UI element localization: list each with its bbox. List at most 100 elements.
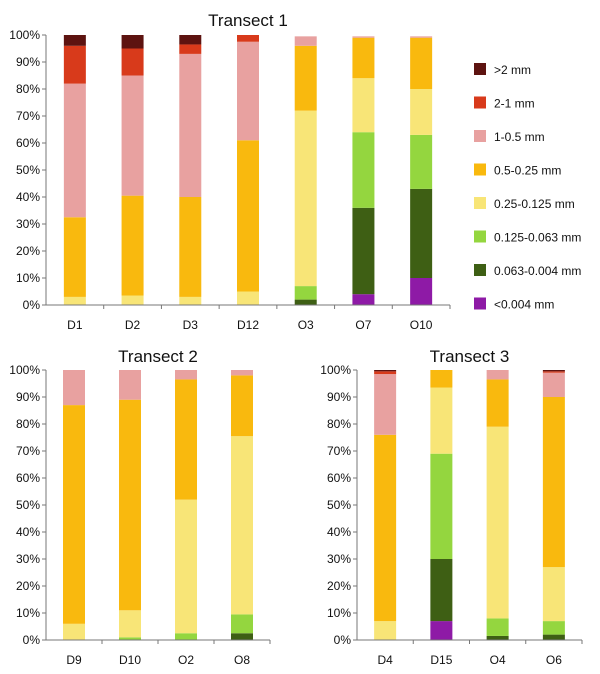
bar-segment-D4-7 — [374, 370, 397, 372]
bar-segment-D1-3 — [63, 296, 86, 305]
y-tick-label: 30% — [16, 217, 40, 231]
bar-segment-O10-1 — [410, 188, 433, 278]
bar-segment-D15-0 — [430, 621, 453, 640]
legend-label: 0.5-0.25 mm — [494, 164, 561, 178]
y-tick-label: 60% — [327, 471, 351, 485]
bar-segment-O7-2 — [352, 132, 375, 208]
bar-segment-O7-0 — [352, 294, 375, 305]
y-tick-label: 70% — [327, 444, 351, 458]
legend-label: 2-1 mm — [494, 97, 535, 111]
y-tick-label: 60% — [16, 471, 40, 485]
chart-title: Transect 1 — [208, 11, 288, 30]
bar-segment-O7-4 — [352, 37, 375, 79]
bar-segment-O2-4 — [175, 379, 197, 500]
bar-segment-D15-4 — [430, 370, 453, 388]
bar-segment-O6-6 — [542, 371, 565, 373]
bar-segment-O8-1 — [231, 633, 253, 640]
bar-segment-D10-2 — [119, 637, 141, 640]
legend-swatch — [474, 230, 486, 243]
y-tick-label: 10% — [16, 606, 40, 620]
y-tick-label: 0% — [23, 633, 41, 647]
bar-segment-O4-2 — [486, 618, 509, 636]
y-tick-label: 50% — [16, 163, 40, 177]
y-tick-label: 100% — [320, 363, 351, 377]
y-tick-label: 90% — [16, 390, 40, 404]
y-tick-label: 40% — [16, 190, 40, 204]
bar-segment-D3-7 — [179, 35, 202, 45]
legend-swatch — [474, 297, 486, 310]
x-tick-label: O6 — [546, 653, 562, 667]
y-tick-label: 20% — [16, 579, 40, 593]
bar-segment-O10-3 — [410, 89, 433, 135]
legend-label: <0.004 mm — [494, 298, 554, 312]
y-tick-label: 80% — [16, 417, 40, 431]
x-tick-label: O7 — [355, 318, 371, 332]
legend-swatch — [474, 96, 486, 109]
chart-panel-1: Transect 1 0% 10% 20% 30% 40% 50% 60% 70% 80% 90% 1… — [9, 11, 451, 332]
x-tick-label: O8 — [234, 653, 250, 667]
y-tick-label: 20% — [16, 244, 40, 258]
bar-segment-O3-4 — [294, 45, 317, 111]
bar-segment-D4-5 — [374, 374, 397, 435]
bar-segment-O7-5 — [352, 36, 375, 38]
x-tick-label: D1 — [67, 318, 83, 332]
y-tick-label: 20% — [327, 579, 351, 593]
bar-segment-O10-0 — [410, 278, 433, 305]
chart-title: Transect 2 — [118, 347, 198, 366]
bar-segment-D4-3 — [374, 621, 397, 640]
x-tick-label: D3 — [183, 318, 199, 332]
legend-swatch — [474, 197, 486, 209]
y-tick-label: 80% — [16, 82, 40, 96]
bar-segment-O3-5 — [294, 36, 317, 46]
y-tick-label: 70% — [16, 444, 40, 458]
x-tick-label: D9 — [66, 653, 82, 667]
y-tick-label: 10% — [16, 271, 40, 285]
bar-segment-O4-5 — [486, 370, 509, 380]
bar-segment-D1-7 — [63, 35, 86, 46]
bar-segment-D4-6 — [374, 371, 397, 375]
bar-segment-D12-4 — [237, 140, 259, 292]
bar-segment-O8-3 — [231, 436, 253, 615]
bar-segment-D12-3 — [237, 291, 259, 305]
y-tick-label: 90% — [16, 55, 40, 69]
bar-segment-O6-7 — [542, 370, 565, 372]
chart-panel-2: Transect 2 0% 10% 20% 30% 40% 50% 60% 70% 80% 90% 1… — [9, 347, 271, 667]
bar-segment-D9-4 — [63, 405, 85, 624]
bar-segment-O3-1 — [294, 299, 317, 305]
bar-segment-O6-5 — [542, 372, 565, 397]
y-tick-label: 80% — [327, 417, 351, 431]
bar-segment-O7-3 — [352, 78, 375, 133]
bar-segment-O4-4 — [486, 379, 509, 427]
y-tick-label: 40% — [16, 525, 40, 539]
x-tick-label: O3 — [298, 318, 314, 332]
bar-segment-O8-2 — [231, 614, 253, 634]
bar-segment-O7-1 — [352, 207, 375, 295]
bar-segment-D2-3 — [121, 295, 144, 305]
bar-segment-D3-5 — [179, 53, 202, 198]
y-tick-label: 50% — [16, 498, 40, 512]
legend-label: 1-0.5 mm — [494, 130, 545, 144]
legend-swatch — [474, 63, 486, 75]
legend-label: 0.063-0.004 mm — [494, 264, 581, 278]
bar-segment-O6-3 — [542, 567, 565, 622]
bar-segment-D10-4 — [119, 399, 141, 611]
legend: >2 mm 2-1 mm 1-0.5 mm 0.5-0.25 mm 0.25-0.125… — [474, 63, 581, 312]
bar-segment-O6-2 — [542, 621, 565, 635]
x-tick-label: O2 — [178, 653, 194, 667]
x-tick-label: D15 — [430, 653, 452, 667]
y-tick-label: 70% — [16, 109, 40, 123]
y-tick-label: 100% — [9, 363, 40, 377]
bar-segment-D12-6 — [237, 35, 259, 42]
x-tick-label: O10 — [410, 318, 433, 332]
bar-segment-O10-4 — [410, 37, 433, 89]
y-tick-label: 0% — [334, 633, 352, 647]
bar-segment-D3-3 — [179, 296, 202, 305]
bar-segment-D10-5 — [119, 370, 141, 400]
bar-segment-D15-1 — [430, 559, 453, 622]
legend-swatch — [474, 264, 486, 276]
bar-segment-D9-5 — [63, 370, 85, 406]
x-tick-label: O4 — [490, 653, 506, 667]
chart-panel-3: Transect 3 0% 10% 20% 30% 40% 50% 60% 70% 80% 90% 1… — [320, 347, 583, 667]
bar-segment-D9-3 — [63, 623, 85, 640]
